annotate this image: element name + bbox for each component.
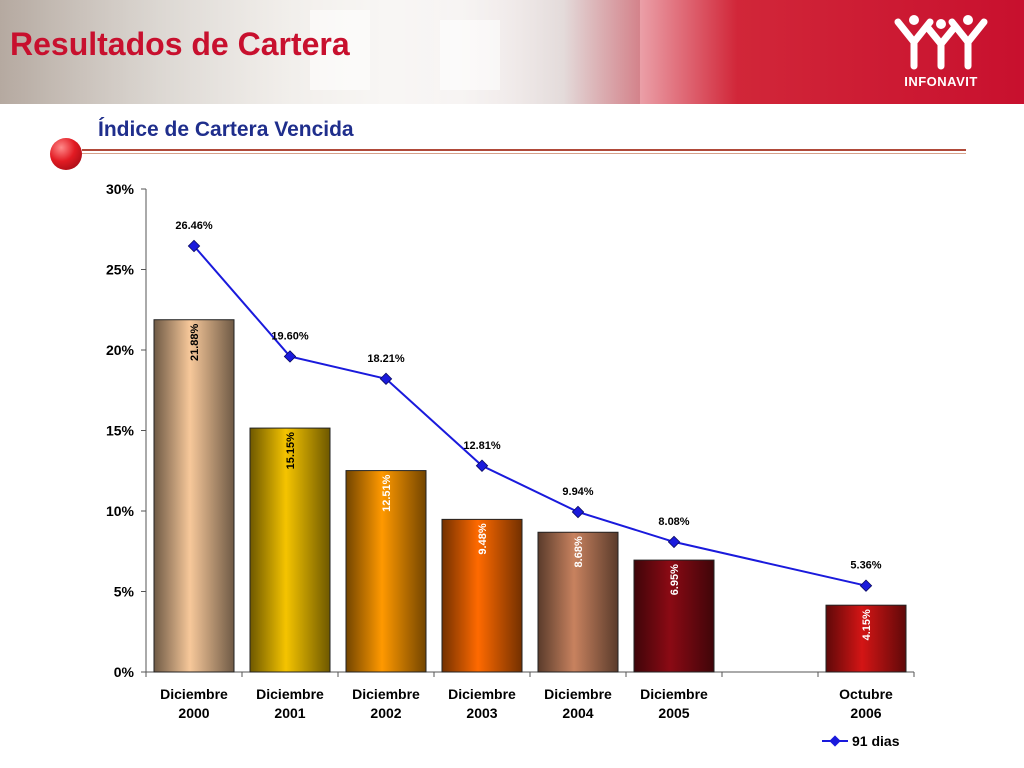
bar — [537, 531, 619, 673]
y-tick-label: 30% — [106, 181, 135, 197]
line-value-label: 26.46% — [175, 220, 213, 232]
category-label: Diciembre — [352, 686, 420, 702]
bar-value-label: 8.68% — [573, 536, 585, 567]
bar-value-label: 21.88% — [189, 324, 201, 362]
category-label: Octubre — [839, 686, 893, 702]
legend-marker — [829, 735, 841, 747]
category-label: 2000 — [178, 705, 209, 721]
line-point — [859, 579, 873, 592]
category-label: 2001 — [274, 705, 305, 721]
line-value-label: 5.36% — [850, 560, 881, 572]
bar-line-chart: 0% 5% 10% 15% 20% 25% 30% 21.88% 15.15% 12.51% 9.… — [106, 181, 915, 749]
page-title: Resultados de Cartera — [10, 26, 350, 62]
category-labels: Diciembre 2000 Diciembre 2001 Diciembre 2002 D… — [160, 686, 893, 721]
category-label: Diciembre — [256, 686, 324, 702]
y-tick-label: 20% — [106, 342, 135, 358]
header-overlay — [0, 0, 1024, 104]
line-value-label: 8.08% — [658, 516, 689, 528]
divider — [82, 153, 966, 154]
line-value-label: 9.94% — [562, 486, 593, 498]
header-banner: Resultados de Cartera INFONAVIT — [0, 0, 1024, 104]
bar-value-label: 9.48% — [477, 523, 489, 554]
line-point — [283, 350, 297, 363]
y-tick-label: 10% — [106, 503, 135, 519]
chart-subtitle: Índice de Cartera Vencida — [98, 118, 354, 141]
divider — [82, 149, 966, 151]
category-label: Diciembre — [448, 686, 516, 702]
category-label: 2004 — [562, 705, 593, 721]
logo-text: INFONAVIT — [904, 74, 978, 89]
bar-layer: 21.88% 15.15% 12.51% 9.48% 8.68% 6.95% 4.15% — [153, 319, 907, 673]
line-point — [571, 505, 585, 519]
category-label: Diciembre — [544, 686, 612, 702]
category-label: 2002 — [370, 705, 401, 721]
bar-value-label: 4.15% — [861, 609, 873, 640]
y-tick-label: 0% — [114, 664, 135, 680]
legend-label: 91 dias — [852, 733, 900, 749]
category-label: Diciembre — [640, 686, 708, 702]
bullet-ball-icon — [50, 138, 82, 170]
y-tick-label: 5% — [114, 584, 135, 600]
bar — [441, 518, 523, 673]
line-layer: 26.46% 19.60% 18.21% 12.81% 9.94% 8.08% 5.36% — [175, 220, 882, 592]
line-point — [667, 535, 681, 549]
line-point — [475, 459, 489, 472]
y-tick-label: 15% — [106, 423, 135, 439]
axis-layer: 0% 5% 10% 15% 20% 25% 30% — [106, 181, 915, 680]
category-label: Diciembre — [160, 686, 228, 702]
y-tick-label: 25% — [106, 262, 135, 278]
line-value-label: 19.60% — [271, 330, 309, 342]
bar-value-label: 15.15% — [285, 432, 297, 470]
category-label: 2005 — [658, 705, 689, 721]
bar — [249, 427, 331, 673]
line-point — [187, 239, 201, 253]
line-value-label: 18.21% — [367, 353, 405, 365]
category-label: 2003 — [466, 705, 497, 721]
legend: 91 dias — [822, 733, 900, 749]
line-point — [379, 372, 393, 386]
bar — [153, 319, 235, 673]
logo-mark-icon — [894, 15, 988, 70]
bar — [633, 559, 715, 673]
bar-value-label: 6.95% — [669, 564, 681, 595]
bar — [345, 470, 427, 673]
infonavit-logo: INFONAVIT — [888, 14, 994, 96]
bar-value-label: 12.51% — [381, 474, 393, 512]
bar — [825, 604, 907, 673]
category-label: 2006 — [850, 705, 881, 721]
line-value-label: 12.81% — [463, 440, 501, 452]
